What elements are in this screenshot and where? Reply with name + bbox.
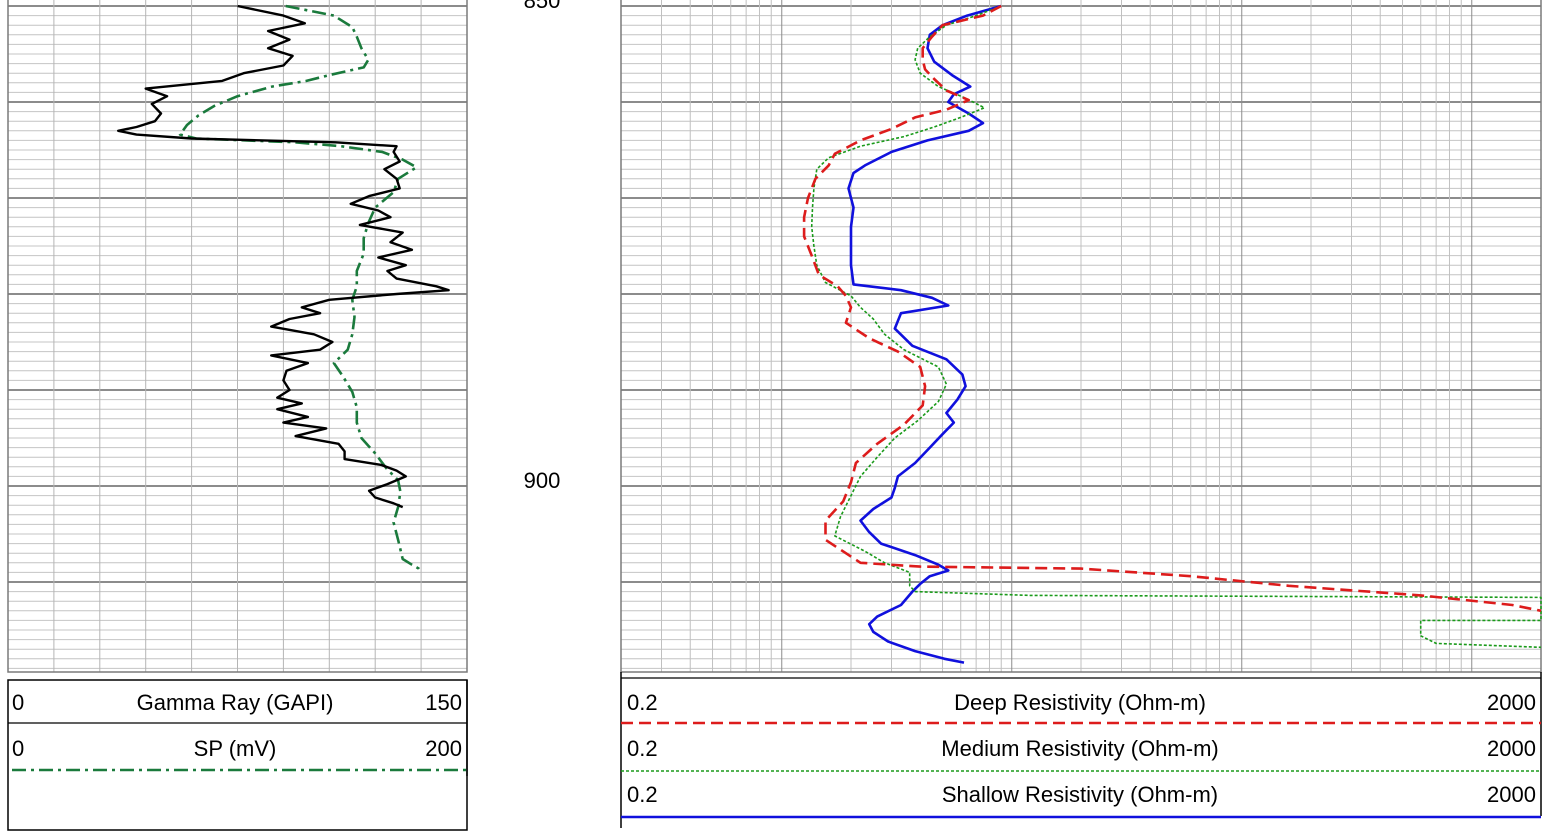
- left-track-frame: [7, 0, 468, 673]
- depth-label-850: 850: [524, 0, 561, 13]
- shallow-legend-min: 0.2: [627, 782, 658, 807]
- right-track-grid: [620, 0, 1542, 673]
- gr-legend-min: 0: [12, 690, 25, 715]
- gamma-ray-curve: [117, 4, 450, 509]
- deep-legend-name: Deep Resistivity (Ohm-m): [954, 690, 1206, 715]
- sp-legend-min: 0: [12, 736, 25, 761]
- left-track-grid: [7, 0, 468, 673]
- shallow-legend-max: 2000: [1487, 782, 1536, 807]
- sp-legend-max: 200: [425, 736, 462, 761]
- shallow-resistivity-curve: [847, 4, 1002, 664]
- deep-legend-max: 2000: [1487, 690, 1536, 715]
- legend-header-lines: [7, 672, 1542, 831]
- medium-legend-min: 0.2: [627, 736, 658, 761]
- medium-legend-max: 2000: [1487, 736, 1536, 761]
- sp-curve: [178, 4, 423, 574]
- log-curves: [117, 4, 1542, 664]
- medium-legend-name: Medium Resistivity (Ohm-m): [941, 736, 1219, 761]
- deep-resistivity-curve: [802, 4, 1542, 613]
- gr-legend-max: 150: [425, 690, 462, 715]
- sp-legend-name: SP (mV): [193, 736, 277, 761]
- gr-legend-name: Gamma Ray (GAPI): [136, 690, 334, 715]
- depth-label-900: 900: [524, 468, 561, 493]
- right-track-frame: [620, 0, 1542, 673]
- shallow-legend-name: Shallow Resistivity (Ohm-m): [941, 782, 1219, 807]
- deep-legend-min: 0.2: [627, 690, 658, 715]
